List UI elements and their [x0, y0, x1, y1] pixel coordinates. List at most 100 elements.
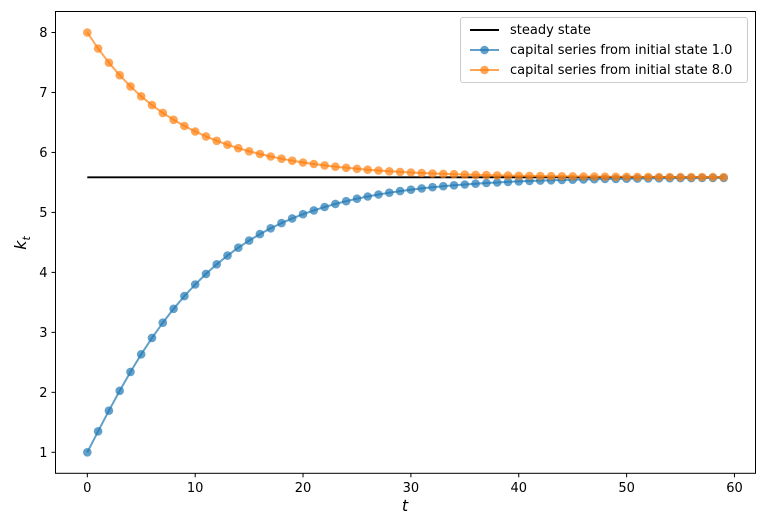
data-point: [633, 172, 642, 182]
data-point: [180, 121, 189, 131]
data-point: [622, 172, 631, 182]
data-point: [83, 448, 92, 457]
y-tick-label: 1: [39, 446, 47, 461]
data-point: [374, 190, 383, 199]
data-point: [244, 236, 254, 245]
data-point: [449, 181, 459, 190]
data-point: [147, 333, 157, 343]
y-tick-label: 5: [39, 206, 47, 221]
y-tick-label: 4: [39, 266, 47, 281]
data-point: [201, 269, 211, 279]
data-point: [654, 172, 664, 182]
data-point: [104, 406, 114, 416]
data-point: [234, 243, 243, 252]
data-point: [546, 171, 556, 181]
x-tick-label: 40: [510, 481, 527, 496]
data-point: [687, 172, 696, 182]
data-point: [190, 127, 200, 136]
data-point: [212, 136, 221, 146]
y-axis-label: kt: [10, 236, 34, 250]
data-point: [309, 159, 319, 169]
data-point: [93, 44, 103, 53]
legend-entry-initial-state-8: capital series from initial state 8.0: [468, 60, 739, 80]
data-point: [126, 82, 135, 91]
data-point: [708, 172, 718, 182]
x-tick-label: 30: [403, 481, 420, 496]
data-point: [331, 162, 340, 171]
legend-label: steady state: [510, 22, 591, 38]
data-point: [643, 172, 653, 182]
data-point: [169, 115, 178, 125]
x-axis-label: t: [401, 496, 409, 515]
data-point: [298, 209, 308, 219]
data-point: [482, 170, 491, 180]
data-point: [503, 177, 513, 187]
data-point: [255, 229, 265, 239]
y-tick-label: 7: [39, 86, 47, 101]
blue-line-marker-sample-icon: [470, 45, 499, 55]
series-line-1: [86, 176, 724, 453]
legend-label: capital series from initial state 1.0: [510, 42, 733, 58]
data-point: [93, 427, 103, 436]
data-point: [395, 167, 405, 177]
data-point: [395, 186, 405, 196]
data-point: [255, 149, 265, 159]
data-point: [363, 165, 373, 174]
x-tick-label: 10: [187, 481, 204, 496]
data-point: [277, 218, 286, 228]
data-point: [471, 170, 480, 180]
data-point: [492, 171, 502, 180]
data-point: [428, 169, 437, 178]
data-point: [503, 171, 513, 180]
data-point: [180, 291, 189, 301]
data-point: [190, 280, 200, 289]
data-point: [244, 147, 254, 156]
data-point: [169, 304, 178, 314]
data-point: [568, 172, 577, 181]
x-tick-label: 60: [726, 481, 743, 496]
data-point: [449, 169, 459, 179]
data-point: [697, 172, 707, 182]
legend: steady state capital series from initial…: [460, 17, 748, 83]
data-point: [266, 152, 276, 161]
data-point: [374, 166, 383, 175]
data-point: [136, 350, 146, 359]
data-point: [482, 178, 491, 188]
data-point: [406, 168, 416, 177]
data-point: [600, 172, 610, 181]
data-point: [104, 58, 114, 67]
y-tick-label: 2: [39, 386, 47, 401]
data-point: [352, 194, 362, 203]
data-point: [223, 140, 232, 149]
data-point: [320, 202, 329, 212]
data-point: [309, 206, 319, 215]
data-point: [590, 172, 599, 181]
data-point: [147, 100, 157, 110]
data-point: [428, 182, 437, 192]
data-point: [536, 171, 545, 181]
data-point: [676, 172, 685, 182]
legend-label: capital series from initial state 8.0: [510, 62, 733, 78]
data-point: [460, 170, 470, 179]
data-point: [579, 172, 588, 181]
data-point: [320, 161, 329, 170]
data-point: [158, 108, 168, 118]
data-point: [266, 224, 276, 233]
orange-line-marker-sample-icon: [470, 65, 499, 75]
x-tick-label: 20: [295, 481, 312, 496]
data-point: [287, 156, 297, 165]
data-point: [234, 143, 243, 153]
data-point: [201, 132, 211, 141]
y-tick-label: 6: [39, 146, 47, 161]
data-point: [83, 28, 92, 37]
data-point: [277, 154, 286, 163]
legend-entry-initial-state-1: capital series from initial state 1.0: [468, 40, 739, 60]
y-tick-label: 3: [39, 326, 47, 341]
data-point: [417, 168, 427, 178]
data-point: [385, 167, 394, 176]
steady-state-line-sample-icon: [470, 29, 499, 31]
data-point: [126, 367, 135, 377]
data-point: [352, 164, 362, 174]
